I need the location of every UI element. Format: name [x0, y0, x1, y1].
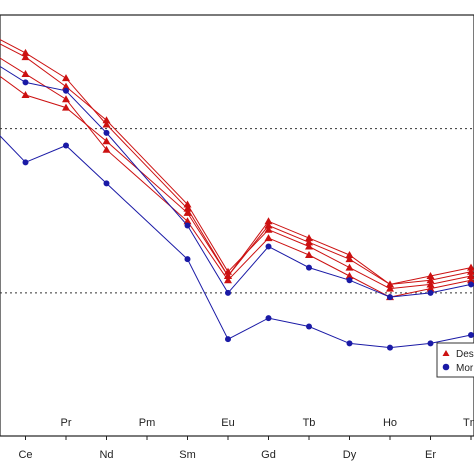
data-point-triangle [426, 272, 435, 280]
data-point-triangle [62, 82, 70, 90]
data-point-circle [22, 159, 29, 166]
data-point-triangle [21, 69, 30, 77]
data-point-triangle [102, 120, 111, 128]
x-tick-label: Ce [18, 449, 32, 461]
data-point-triangle [467, 267, 474, 275]
series-blue-5 [0, 135, 474, 351]
data-point-triangle [183, 200, 192, 208]
data-point-circle [103, 129, 110, 136]
legend-circle-marker [442, 363, 450, 371]
data-point-circle [346, 340, 353, 347]
data-point-triangle [224, 276, 232, 284]
data-point-triangle [305, 242, 313, 250]
data-point-triangle [62, 95, 70, 103]
plot-frame [0, 14, 474, 437]
data-point-triangle [345, 272, 354, 280]
data-point-triangle [467, 263, 474, 271]
data-point-circle [468, 331, 474, 338]
data-point-triangle [386, 280, 394, 288]
series-red-1 [0, 43, 474, 292]
x-tick-label: Sm [179, 449, 196, 461]
data-point-circle [346, 277, 353, 284]
data-point-triangle [224, 272, 232, 280]
data-point-triangle [305, 250, 313, 258]
data-point-triangle [183, 208, 192, 216]
data-point-circle [63, 142, 69, 149]
x-tick-label: Ho [383, 417, 397, 429]
series-line [0, 39, 472, 285]
legend: Des Mor [436, 342, 474, 378]
data-point-triangle [426, 276, 435, 284]
series-blue-4 [0, 65, 474, 301]
reference-lines [0, 128, 474, 294]
x-tick-label: Eu [221, 417, 234, 429]
data-point-triangle [102, 116, 111, 124]
data-point-circle [387, 294, 393, 301]
x-tick-label: Dy [343, 449, 357, 461]
data-point-triangle [426, 280, 435, 288]
legend-label-red: Des [456, 349, 474, 360]
x-tick-label: Tb [303, 417, 316, 429]
legend-label-blue: Mor [456, 363, 474, 374]
data-point-triangle [183, 204, 192, 212]
data-point-triangle [21, 53, 30, 61]
legend-box [436, 342, 474, 378]
data-point-triangle [264, 234, 273, 242]
series-line [0, 65, 472, 298]
data-point-triangle [305, 238, 313, 246]
data-point-circle [468, 281, 474, 288]
series-line [0, 135, 472, 349]
data-point-triangle [305, 234, 313, 242]
data-point-circle [184, 222, 191, 229]
data-point-triangle [264, 217, 273, 225]
x-tick-label: Nd [99, 449, 113, 461]
x-tick-label: Pm [139, 417, 156, 429]
data-point-triangle [62, 103, 70, 111]
series-red-3 [0, 75, 474, 288]
data-point-circle [427, 289, 434, 296]
data-point-circle [306, 264, 312, 271]
data-point-triangle [102, 137, 111, 145]
data-point-circle [225, 289, 231, 296]
data-point-circle [22, 79, 29, 86]
x-axis: Ce Pr Nd Pm Sm Eu Gd Tb Dy Ho Er Tm [18, 417, 474, 461]
x-tick-label: Pr [61, 417, 72, 429]
data-point-triangle [426, 284, 435, 292]
series-red-0 [0, 39, 474, 288]
x-tick-label: Er [425, 449, 436, 461]
legend-triangle-marker [442, 350, 450, 356]
data-point-circle [103, 180, 110, 187]
data-point-triangle [345, 250, 354, 258]
data-point-triangle [467, 272, 474, 280]
series-line [0, 57, 472, 298]
data-point-triangle [345, 255, 354, 263]
data-point-circle [427, 340, 434, 347]
x-tick-label: Tm [463, 417, 474, 429]
data-point-triangle [21, 90, 30, 98]
series-line [0, 43, 472, 290]
data-point-circle [306, 323, 312, 330]
data-point-circle [265, 243, 272, 250]
data-point-triangle [386, 284, 394, 292]
data-point-triangle [102, 145, 111, 153]
series-line [0, 75, 472, 285]
data-point-circle [387, 344, 393, 351]
data-point-triangle [62, 74, 70, 82]
series-layer [0, 39, 474, 351]
data-point-triangle [467, 276, 474, 284]
data-point-circle [184, 256, 191, 263]
data-point-triangle [21, 48, 30, 56]
data-point-circle [63, 87, 69, 94]
x-tick-label: Gd [261, 449, 276, 461]
data-point-triangle [264, 221, 273, 229]
data-point-triangle [345, 263, 354, 271]
data-point-circle [265, 315, 272, 322]
data-point-circle [225, 336, 231, 343]
data-point-triangle [264, 225, 273, 233]
